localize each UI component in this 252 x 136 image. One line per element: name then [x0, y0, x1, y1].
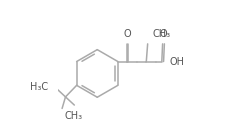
- Text: CH₃: CH₃: [64, 111, 82, 121]
- Text: OH: OH: [169, 57, 184, 67]
- Text: O: O: [123, 29, 131, 39]
- Text: CH₃: CH₃: [152, 29, 170, 39]
- Text: H₃C: H₃C: [30, 82, 48, 92]
- Text: O: O: [159, 29, 167, 39]
